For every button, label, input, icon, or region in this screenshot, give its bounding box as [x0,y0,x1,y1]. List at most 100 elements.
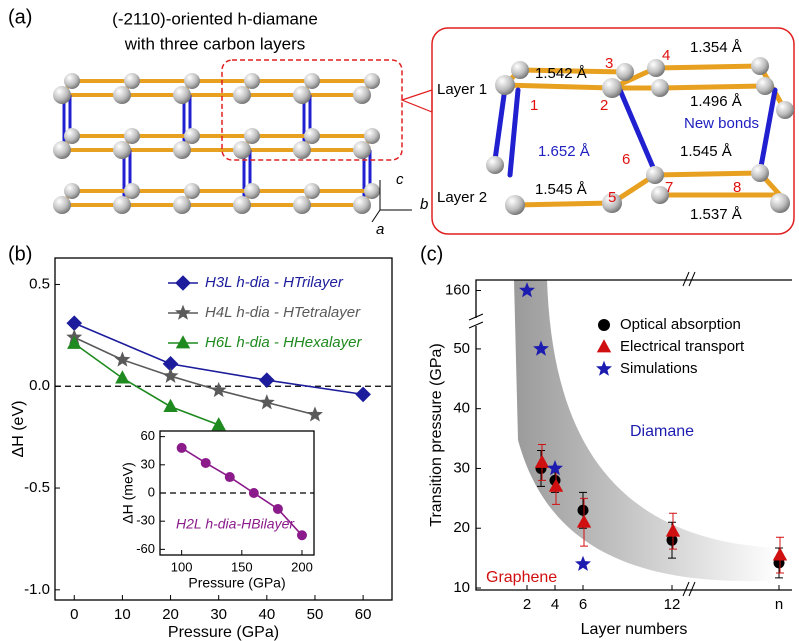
y-tick-label: -30 [136,513,155,528]
marker [578,505,589,516]
atom [184,73,200,89]
marker [273,504,283,514]
x-axis-label: Pressure (GPa) [168,624,279,641]
atom [364,183,380,199]
atom-number: 3 [605,55,613,72]
y-tick-label: -0.5 [24,479,50,496]
atom [184,128,200,144]
y-axis-label: ΔH (meV) [120,462,136,523]
marker [575,556,591,571]
atom [113,141,131,159]
atom-number: 6 [622,151,630,168]
atom [124,128,140,144]
annotation: Diamane [630,423,694,440]
atom [293,86,311,104]
atom [304,183,320,199]
atom [173,86,191,104]
layer-label: Layer 1 [437,81,487,98]
atom [233,141,251,159]
atom [173,196,191,214]
atom [173,141,191,159]
y-axis-label: Transition pressure (GPa) [428,343,445,526]
y-tick-label: 30 [141,456,155,471]
y-tick-label: 60 [141,428,155,443]
x-tick-label: 6 [579,596,587,613]
atom [304,73,320,89]
bond-length: 1.496 Å [690,93,742,110]
atom [113,196,131,214]
bond-length: 1.545 Å [535,181,587,198]
x-tick-label: 0 [70,606,78,623]
x-tick-label: 50 [307,606,324,623]
legend-label: H6L h-dia - HHexalayer [205,334,362,351]
y-tick-label: 40 [453,400,470,417]
atom [124,73,140,89]
bond-length: 1.545 Å [680,143,732,160]
atom [353,86,371,104]
panel-label: (a) [8,6,32,28]
callout [402,90,432,112]
inset-structure [486,57,794,215]
bond-length: 1.354 Å [690,39,742,56]
marker [201,458,211,468]
x-tick-label: 2 [523,596,531,613]
atom [64,128,80,144]
x-tick-label: 40 [258,606,275,623]
annotation: Graphene [486,569,557,586]
y-axis-label: ΔH (eV) [10,401,27,458]
annotation: H2L h-dia-HBilayer [176,516,295,532]
x-tick-label: 12 [664,596,681,613]
marker [249,488,259,498]
atom [184,183,200,199]
title-line: with three carbon layers [124,34,305,53]
atom [53,141,71,159]
atom [124,183,140,199]
x-tick-label: 20 [162,606,179,623]
legend-label: Electrical transport [620,338,745,355]
bond-length: 1.652 Å [538,143,590,160]
atom [293,141,311,159]
y-tick-label: -1.0 [24,581,50,598]
atom-number: 4 [662,47,670,64]
atom [364,128,380,144]
legend-label: H3L h-dia - HTrilayer [205,274,344,291]
atom [233,196,251,214]
x-tick-label: 200 [291,559,313,574]
marker [297,530,307,540]
marker [598,319,610,331]
panel-label: (c) [420,243,443,265]
atom-number: 1 [530,97,538,114]
y-tick-label: 30 [453,459,470,476]
atom [53,86,71,104]
marker [597,339,611,352]
atom [364,73,380,89]
axis-letter: c [396,171,404,188]
atom [53,196,71,214]
marker [596,361,612,376]
atom [293,196,311,214]
atom [64,183,80,199]
x-tick-label: 150 [231,559,253,574]
y-tick-label: 0.0 [29,377,50,394]
title-line: (-2110)-oriented h-diamane [112,9,318,28]
y-tick-label: 10 [453,579,470,596]
x-tick-label: n [775,596,783,613]
legend-label: Optical absorption [620,316,741,333]
atom [353,141,371,159]
legend-label: H4L h-dia - HTetralayer [205,304,361,321]
y-tick-label: 0 [148,484,155,499]
y-tick-label: 20 [453,519,470,536]
atom [244,183,260,199]
legend-label: Simulations [620,360,698,377]
atom [244,128,260,144]
axis-letter: b [420,196,428,213]
atom-number: 5 [608,189,616,206]
x-tick-label: 100 [171,559,193,574]
marker [177,443,187,453]
y-tick-label: 50 [453,340,470,357]
atom-number: 2 [600,97,608,114]
atom [304,128,320,144]
figure: (a) (-2110)-oriented h-diamane with thre… [0,0,799,641]
atom [113,86,131,104]
new-bonds-label: New bonds [684,115,759,132]
